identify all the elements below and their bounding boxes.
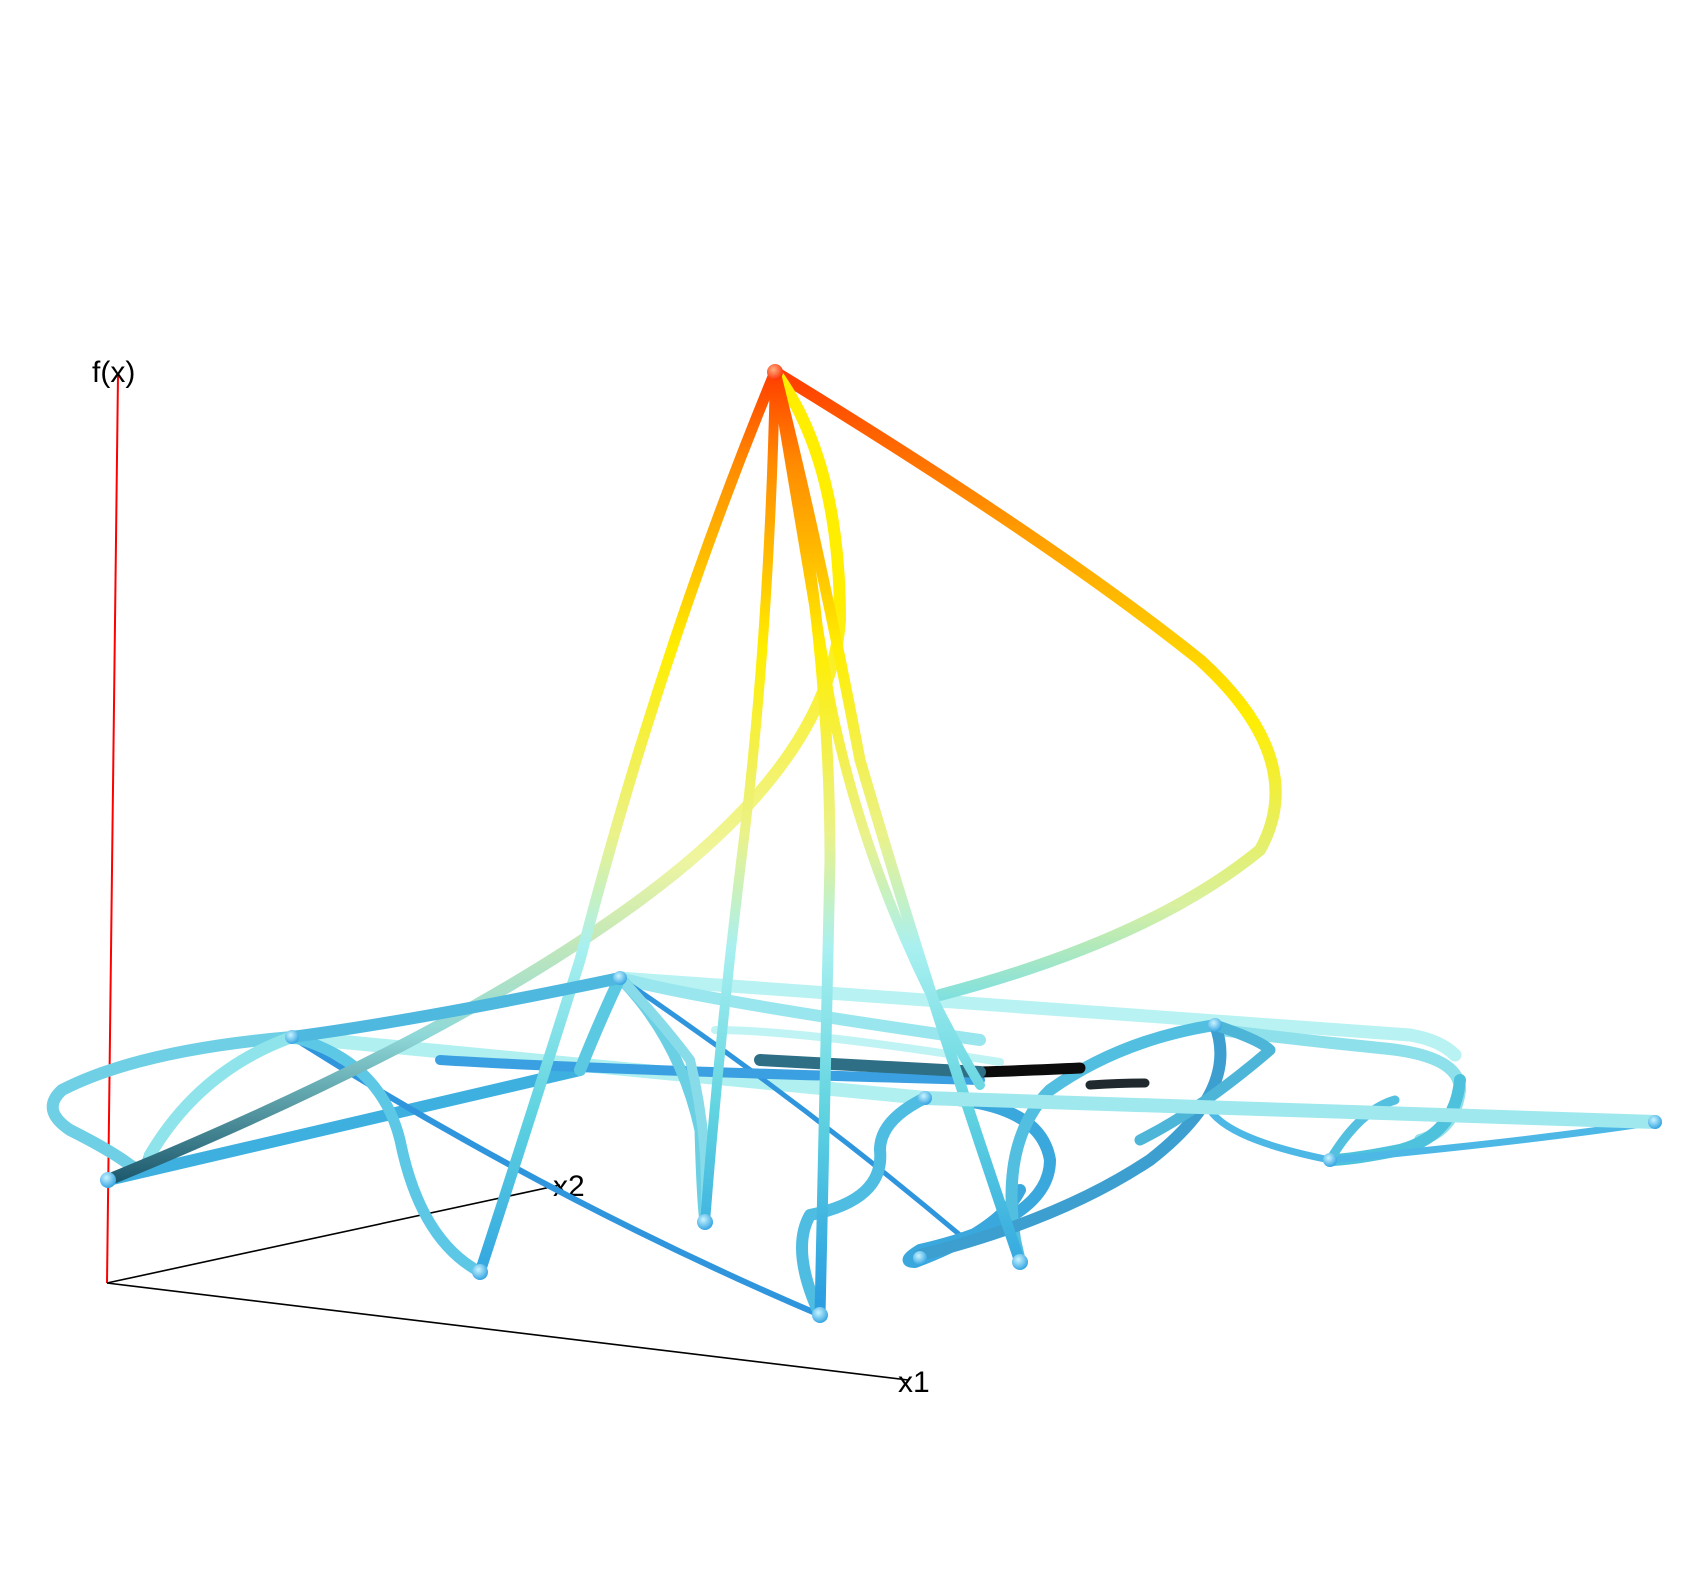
axes: f(x) x2 x1: [92, 356, 930, 1399]
edge-right-v: [1325, 1095, 1400, 1165]
vertex-node-icon: [1012, 1254, 1028, 1270]
vertex-node-icon: [812, 1307, 828, 1323]
vertex-node-icon: [285, 1030, 299, 1044]
spoke-left-1: [474, 366, 781, 1278]
vertex-node-icon: [100, 1172, 116, 1188]
spoke-mid-1: [700, 367, 780, 1227]
x1-axis-line: [106, 1282, 909, 1381]
edge-hang-1: [286, 1031, 486, 1278]
flat-network: [46, 971, 1662, 1321]
spoke-arc-right: [769, 366, 1282, 1001]
edge-right-loop-3: [914, 1019, 1227, 1261]
edge-hang-2: [614, 972, 711, 1228]
vertex-node-icon: [697, 1214, 713, 1230]
edge-right-down: [1206, 1106, 1659, 1164]
edge-blue-diag-2: [617, 975, 963, 1238]
apex-node-icon: [767, 364, 783, 380]
edge-blue-flat: [435, 1055, 985, 1085]
edge-left-upper: [144, 1031, 298, 1161]
vertex-node-icon: [613, 971, 627, 985]
x1-axis-label: x1: [898, 1366, 930, 1399]
edge-front-left: [286, 972, 626, 1043]
edge-front-connector: [574, 972, 626, 1076]
x2-axis-line: [106, 1184, 561, 1284]
spoke-right-1: [769, 366, 1026, 1268]
spoke-sweep-left: [102, 366, 846, 1186]
edge-back-top: [613, 971, 1462, 1062]
vertex-node-icon: [1323, 1153, 1337, 1167]
edge-dark-2: [1085, 1078, 1150, 1090]
edge-right-loop-2: [1005, 1019, 1221, 1268]
edge-left-lower: [102, 1064, 586, 1186]
edge-hang-4: [796, 1092, 931, 1321]
f-axis-label: f(x): [92, 356, 135, 389]
foreground-network: [286, 972, 1662, 1129]
vertices: [100, 364, 1662, 1323]
vertex-node-icon: [918, 1091, 932, 1105]
vertex-node-icon: [913, 1251, 927, 1265]
spoke-right-2: [770, 367, 985, 1090]
edge-front-rail: [918, 1091, 1662, 1129]
apex-spokes: [102, 366, 1282, 1321]
edge-dark-1: [974, 1062, 1086, 1078]
vertex-node-icon: [1208, 1018, 1222, 1032]
edge-inner-rail: [614, 972, 986, 1046]
edge-right-loop-4: [1134, 1019, 1276, 1146]
f-axis-line: [106, 374, 119, 1284]
vertex-node-icon: [472, 1264, 488, 1280]
vertex-node-icon: [1648, 1115, 1662, 1129]
